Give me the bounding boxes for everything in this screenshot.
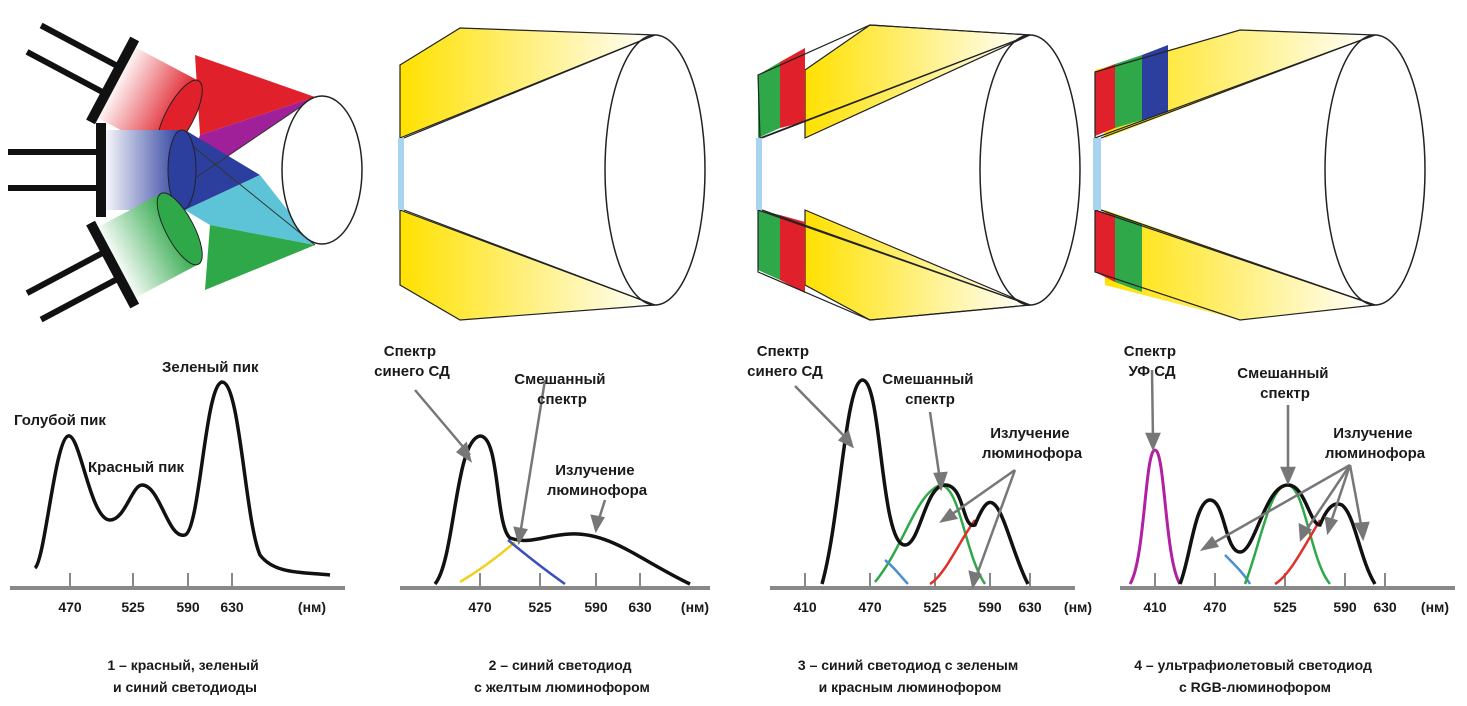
axis-ticks [69, 573, 1386, 588]
caption-panel-2: 2 – синий светодиод с желтым люминофором [474, 657, 650, 695]
red-led [25, 22, 203, 153]
blue-spectrum-label: Спектр синего СД [374, 343, 450, 380]
tick-label: (нм) [298, 599, 326, 615]
red-light-beam [195, 55, 315, 135]
mixed-spectrum-curve [1178, 483, 1377, 585]
rgb-spectrum-curve [33, 380, 331, 577]
yellow-phosphor-curve [459, 541, 516, 584]
tick-label: 410 [1143, 599, 1167, 615]
green-led [25, 192, 203, 323]
caption-panel-3: 3 – синий светодиод с зеленым и красным … [798, 657, 1022, 695]
tick-label: (нм) [1064, 599, 1092, 615]
red-peak-label: Красный пик [88, 459, 185, 476]
annotation-arrows [414, 369, 1370, 590]
panel-1-illustration [8, 22, 363, 323]
tick-label: 470 [1203, 599, 1227, 615]
tick-labels: 470 525 590 630 (нм) 470 525 590 630 (нм… [58, 599, 1449, 615]
lens-ellipse [979, 34, 1081, 306]
tick-label: 470 [58, 599, 82, 615]
green-peak-label: Зеленый пик [162, 359, 259, 376]
red-phosphor-curve [929, 519, 977, 586]
captions: 1 – красный, зеленый и синий светодиоды … [107, 657, 1376, 695]
lens-ellipse [1324, 34, 1426, 306]
tick-label: 470 [468, 599, 492, 615]
tick-label: 525 [121, 599, 145, 615]
mixed-spectrum-curve [820, 378, 1030, 585]
tick-label: 410 [793, 599, 817, 615]
panel-3-illustration [756, 24, 1081, 321]
tick-label: (нм) [1421, 599, 1449, 615]
uv-spectrum-label: Спектр УФ СД [1124, 343, 1180, 380]
phosphor-label: Излучение люминофора [982, 425, 1083, 462]
lens-ellipse [604, 34, 706, 306]
tick-label: 590 [584, 599, 608, 615]
tick-label: 525 [923, 599, 947, 615]
cyan-mix-beam [185, 175, 315, 245]
tick-label: 525 [528, 599, 552, 615]
tick-label: 590 [1333, 599, 1357, 615]
mixed-spectrum-label: Смешанный спектр [882, 371, 977, 408]
mixed-spectrum-label: Смешанный спектр [514, 371, 609, 408]
tick-label: 470 [858, 599, 882, 615]
tick-label: 630 [1373, 599, 1397, 615]
uv-chip [1093, 138, 1101, 210]
blue-tail-curve [507, 539, 566, 586]
mixed-spectrum-curve [433, 434, 691, 586]
phosphor-label: Излучение люминофора [1325, 425, 1426, 462]
tick-label: 590 [176, 599, 200, 615]
tick-label: 525 [1273, 599, 1297, 615]
blue-chip [398, 138, 404, 210]
uv-spectrum-curve [1128, 448, 1182, 585]
mixed-spectrum-label: Смешанный спектр [1237, 365, 1332, 402]
panel-2-illustration [398, 27, 706, 321]
green-light-beam [205, 225, 315, 290]
blue-peak-label: Голубой пик [14, 412, 106, 429]
tick-label: 630 [1018, 599, 1042, 615]
caption-panel-1: 1 – красный, зеленый и синий светодиоды [107, 657, 262, 695]
lens-ellipse [281, 95, 363, 245]
panel-4-illustration [1093, 29, 1426, 321]
phosphor-label: Излучение люминофора [547, 462, 648, 499]
red-phosphor-curve [1274, 519, 1322, 586]
blue-phosphor-curve [1224, 554, 1252, 585]
tick-label: 590 [978, 599, 1002, 615]
blue-spectrum-label: Спектр синего СД [747, 343, 823, 380]
tick-label: 630 [628, 599, 652, 615]
tick-label: 630 [220, 599, 244, 615]
tick-label: (нм) [681, 599, 709, 615]
caption-panel-4: 4 – ультрафиолетовый светодиод с RGB-люм… [1134, 657, 1376, 695]
blue-tail-curve [884, 559, 909, 585]
blue-chip [756, 138, 762, 210]
